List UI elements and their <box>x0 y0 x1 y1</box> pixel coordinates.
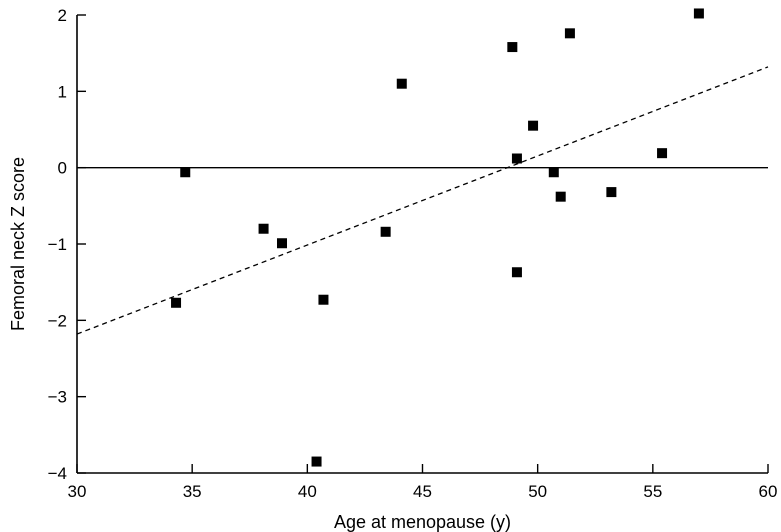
data-point <box>171 297 182 308</box>
data-point <box>528 120 539 131</box>
y-tick-label: −2 <box>48 311 67 330</box>
y-tick-label: −3 <box>48 388 67 407</box>
x-tick-label: 35 <box>183 482 202 501</box>
data-point <box>380 226 391 237</box>
y-tick-label: 2 <box>58 6 67 25</box>
x-tick-label: 60 <box>759 482 778 501</box>
y-tick-label: 0 <box>58 159 67 178</box>
y-tick-label: −1 <box>48 235 67 254</box>
y-tick-label: 1 <box>58 82 67 101</box>
data-point <box>276 238 287 249</box>
data-point <box>564 28 575 39</box>
x-tick-label: 30 <box>68 482 87 501</box>
y-tick-label: −4 <box>48 464 67 483</box>
axes-layer: −4 −3 −2 −1 0 1 2 30 35 40 45 50 55 60 <box>48 6 778 501</box>
data-point <box>318 294 329 305</box>
data-point <box>311 456 322 467</box>
data-point <box>258 223 269 234</box>
data-point <box>511 153 522 164</box>
trend-line-layer <box>76 66 769 335</box>
x-tick-label: 40 <box>298 482 317 501</box>
data-point <box>507 42 518 53</box>
trend-line <box>76 66 769 335</box>
y-axis-title: Femoral neck Z score <box>8 157 28 331</box>
data-point <box>180 167 191 178</box>
data-point <box>548 167 559 178</box>
data-point <box>657 148 668 159</box>
data-point <box>606 187 617 198</box>
x-tick-label: 55 <box>643 482 662 501</box>
data-point <box>693 8 704 19</box>
x-tick-label: 45 <box>413 482 432 501</box>
x-axis-title: Age at menopause (y) <box>334 512 511 532</box>
x-tick-label: 50 <box>528 482 547 501</box>
data-point <box>511 267 522 278</box>
data-point <box>555 191 566 202</box>
data-point <box>396 78 407 89</box>
points-layer <box>171 8 704 467</box>
